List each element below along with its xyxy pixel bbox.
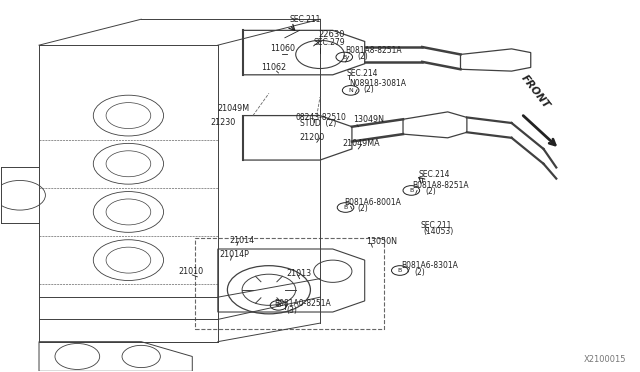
Text: B081A0-8251A: B081A0-8251A bbox=[274, 299, 331, 308]
Text: B: B bbox=[397, 268, 402, 273]
Text: FRONT: FRONT bbox=[519, 73, 552, 110]
Text: 21014: 21014 bbox=[229, 235, 255, 244]
Text: B081A8-8251A: B081A8-8251A bbox=[413, 181, 469, 190]
Text: N: N bbox=[348, 88, 353, 93]
Text: 21010: 21010 bbox=[178, 267, 204, 276]
Text: B081A6-8001A: B081A6-8001A bbox=[344, 199, 401, 208]
Text: SEC.279: SEC.279 bbox=[314, 38, 345, 47]
Text: (2): (2) bbox=[415, 268, 425, 277]
Text: 21049MA: 21049MA bbox=[342, 139, 380, 148]
Text: X2100015: X2100015 bbox=[584, 355, 627, 364]
Text: SEC.211: SEC.211 bbox=[289, 15, 321, 24]
Text: B: B bbox=[276, 303, 280, 308]
Text: (14053): (14053) bbox=[424, 227, 454, 236]
Text: 13049N: 13049N bbox=[353, 115, 384, 124]
Text: B081A6-8301A: B081A6-8301A bbox=[402, 262, 459, 270]
Text: B081A8-8251A: B081A8-8251A bbox=[346, 46, 402, 55]
Text: B: B bbox=[342, 55, 346, 60]
Text: (2): (2) bbox=[357, 205, 368, 214]
Text: 21014P: 21014P bbox=[219, 250, 249, 259]
Text: (2): (2) bbox=[357, 52, 368, 61]
Text: (2): (2) bbox=[364, 85, 374, 94]
Text: SEC.211: SEC.211 bbox=[421, 221, 452, 230]
Text: SEC.214: SEC.214 bbox=[419, 170, 451, 179]
Text: 21200: 21200 bbox=[300, 132, 325, 141]
Text: 21049M: 21049M bbox=[218, 104, 250, 113]
Text: (3): (3) bbox=[287, 306, 298, 315]
Text: N08918-3081A: N08918-3081A bbox=[349, 79, 406, 88]
Text: SEC.214: SEC.214 bbox=[347, 69, 378, 78]
Text: B: B bbox=[344, 205, 348, 210]
Text: B: B bbox=[409, 188, 413, 193]
Text: 08243-82510: 08243-82510 bbox=[296, 113, 347, 122]
Text: 13050N: 13050N bbox=[366, 237, 397, 246]
Text: (2): (2) bbox=[426, 187, 436, 196]
Text: 11060: 11060 bbox=[270, 44, 295, 53]
Text: 21013: 21013 bbox=[287, 269, 312, 278]
Text: 21230: 21230 bbox=[210, 118, 236, 128]
Text: 22630: 22630 bbox=[319, 30, 345, 39]
Text: STUD  (2): STUD (2) bbox=[300, 119, 336, 128]
Text: 11062: 11062 bbox=[261, 63, 286, 72]
